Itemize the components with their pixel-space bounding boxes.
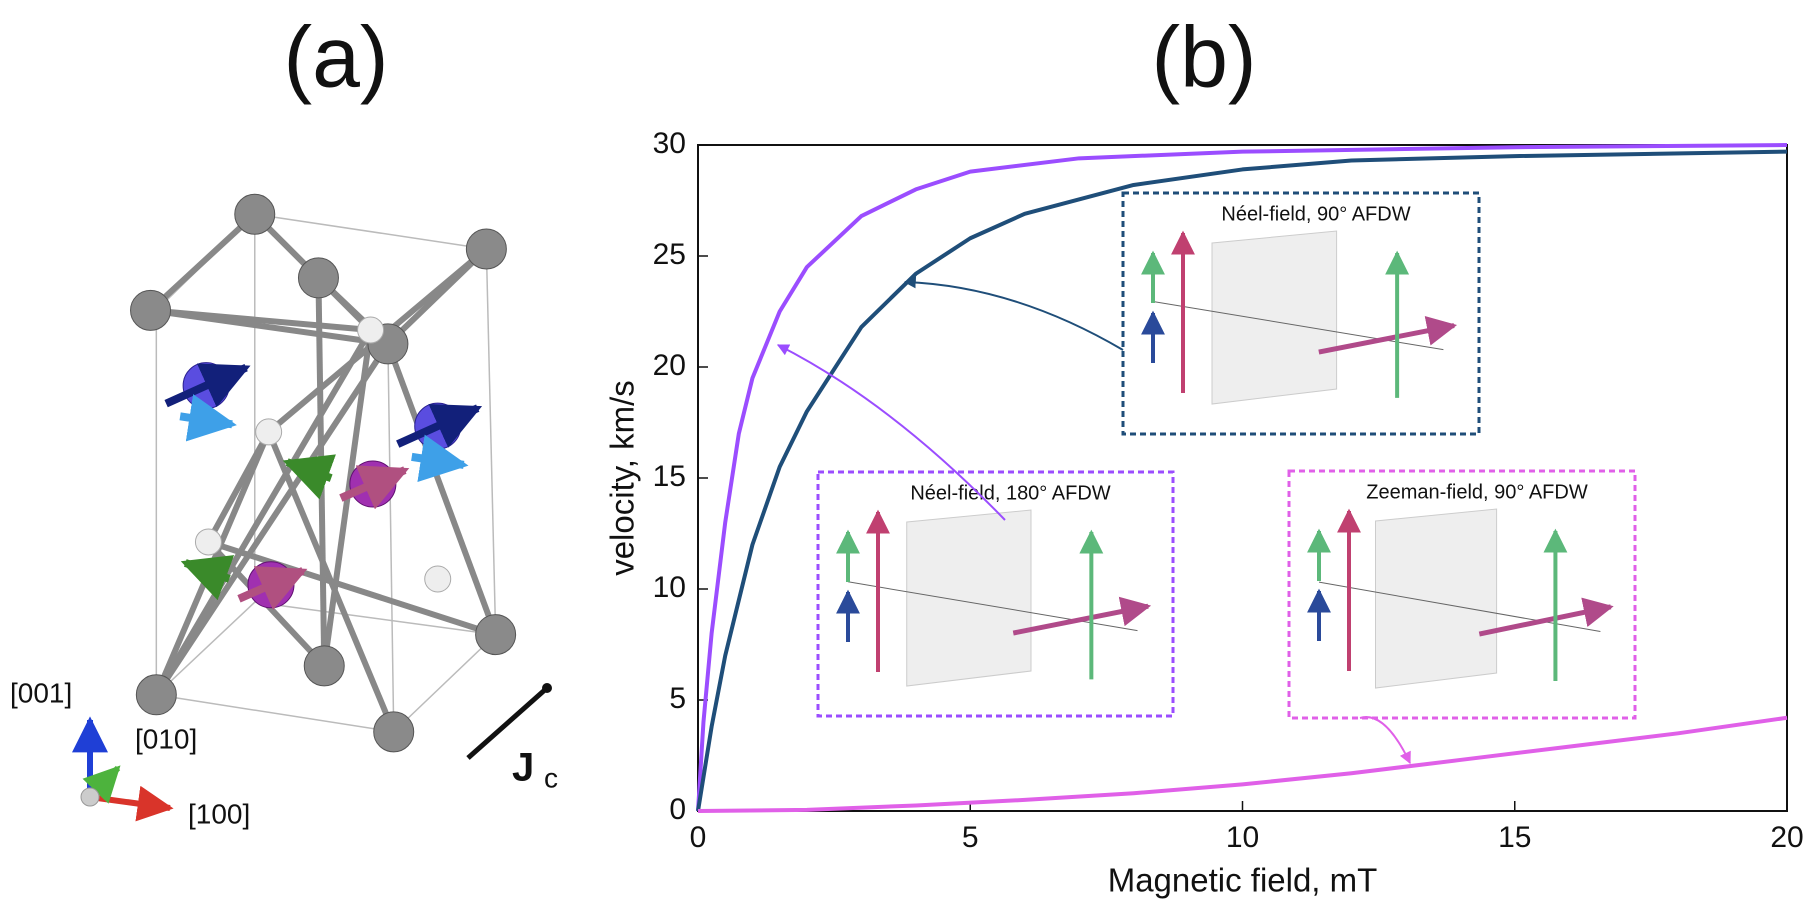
- atom: [373, 711, 415, 753]
- current-dot: [542, 683, 552, 693]
- axis-arrow: [89, 785, 174, 822]
- spin-arrow: [339, 465, 410, 510]
- pointer-arrow: [903, 276, 1124, 351]
- x-tick-label: 20: [1770, 821, 1803, 854]
- series-line: [696, 143, 1788, 812]
- inset-axis: [1152, 300, 1444, 351]
- inset-label: Néel-field, 90° AFDW: [1221, 203, 1410, 225]
- chart: 0 5 10 15 20 0 5 10 15 20 25 30 Magnetic field, mT ve…: [604, 127, 1804, 899]
- y-tick-label: 10: [653, 571, 686, 604]
- panel-label: (a): [283, 10, 388, 106]
- y-tick-label: 15: [653, 460, 686, 493]
- y-tick-label: 25: [653, 238, 686, 271]
- inset-plane: [906, 509, 1032, 687]
- x-axis-label: Magnetic field, mT: [1108, 862, 1378, 899]
- spin-arrow: [282, 454, 336, 500]
- atom: [424, 565, 452, 593]
- bond: [385, 342, 499, 636]
- atom: [357, 316, 385, 344]
- y-tick-label: 20: [653, 349, 686, 382]
- y-tick-label: 5: [669, 682, 686, 715]
- pointer-arrow: [1359, 716, 1411, 765]
- y-axis-label: velocity, km/s: [604, 380, 641, 576]
- bond: [148, 212, 257, 313]
- y-tick-label: 30: [653, 127, 686, 160]
- inset-spin: [1318, 316, 1458, 355]
- inset-spin: [1478, 597, 1614, 637]
- current-subscript: c: [544, 762, 558, 793]
- spin-arrow: [396, 403, 483, 448]
- pointer-arrow: [776, 344, 1006, 521]
- atom: [475, 614, 517, 656]
- spin-arrow: [180, 555, 235, 601]
- series-line: [697, 715, 1788, 813]
- crystal-structure: [130, 193, 517, 753]
- origin: [80, 787, 100, 807]
- x-tick-label: 5: [962, 821, 979, 854]
- cell-edge: [387, 343, 395, 732]
- atom: [130, 289, 172, 331]
- bond: [153, 430, 272, 696]
- atom: [297, 257, 339, 299]
- bond: [150, 307, 371, 334]
- y-tick-label: 0: [669, 793, 686, 826]
- cell-edge: [155, 601, 256, 696]
- current-label: J: [512, 746, 534, 790]
- cell-edge: [156, 694, 394, 733]
- atom: [465, 228, 507, 270]
- inset-label: Néel-field, 180° AFDW: [910, 482, 1110, 504]
- axis-name: [001]: [10, 677, 72, 708]
- inset-plane: [1211, 230, 1338, 405]
- inset-label: Zeeman-field, 90° AFDW: [1366, 481, 1588, 503]
- inset-spin: [1012, 596, 1152, 636]
- axis-name: [100]: [188, 798, 250, 829]
- spin-arrow: [411, 434, 469, 483]
- cell-edge: [393, 634, 497, 733]
- x-tick-label: 15: [1498, 821, 1531, 854]
- atom: [255, 418, 283, 446]
- series-line: [696, 149, 1788, 812]
- x-tick-label: 0: [690, 821, 707, 854]
- atom: [194, 528, 222, 556]
- cell-edge: [485, 248, 497, 635]
- spin-arrow: [237, 566, 308, 611]
- atom: [234, 193, 276, 235]
- inset-axis: [847, 581, 1138, 632]
- bond: [153, 342, 391, 697]
- bond: [153, 328, 374, 697]
- x-tick-label: 10: [1226, 821, 1259, 854]
- panel-label: (b): [1151, 10, 1256, 106]
- cell-edge: [254, 213, 487, 250]
- spin-arrow: [164, 363, 251, 408]
- bond: [205, 430, 272, 544]
- atom: [303, 645, 345, 687]
- spin-arrow: [179, 394, 237, 442]
- axis-name: [010]: [135, 723, 197, 754]
- inset-plane: [1375, 508, 1498, 689]
- atom: [135, 674, 177, 716]
- current-line: [466, 686, 549, 760]
- bond: [207, 539, 497, 638]
